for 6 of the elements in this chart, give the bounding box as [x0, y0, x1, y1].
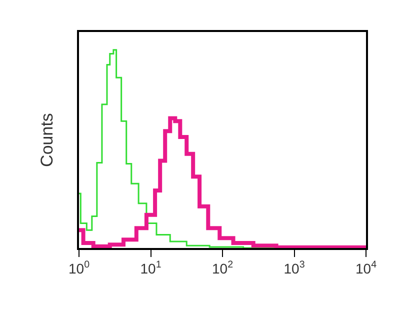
x-tick-label: 10$^{2}$ [212, 260, 234, 277]
x-tick-label: 10$^{3}$ [284, 260, 306, 277]
x-tick-label: 10$^{1}$ [140, 260, 162, 277]
y-axis-title: Counts [37, 113, 56, 167]
x-tick-label: 10$^{4}$ [355, 260, 378, 277]
x-tick-label: 10$^{0}$ [68, 260, 90, 277]
